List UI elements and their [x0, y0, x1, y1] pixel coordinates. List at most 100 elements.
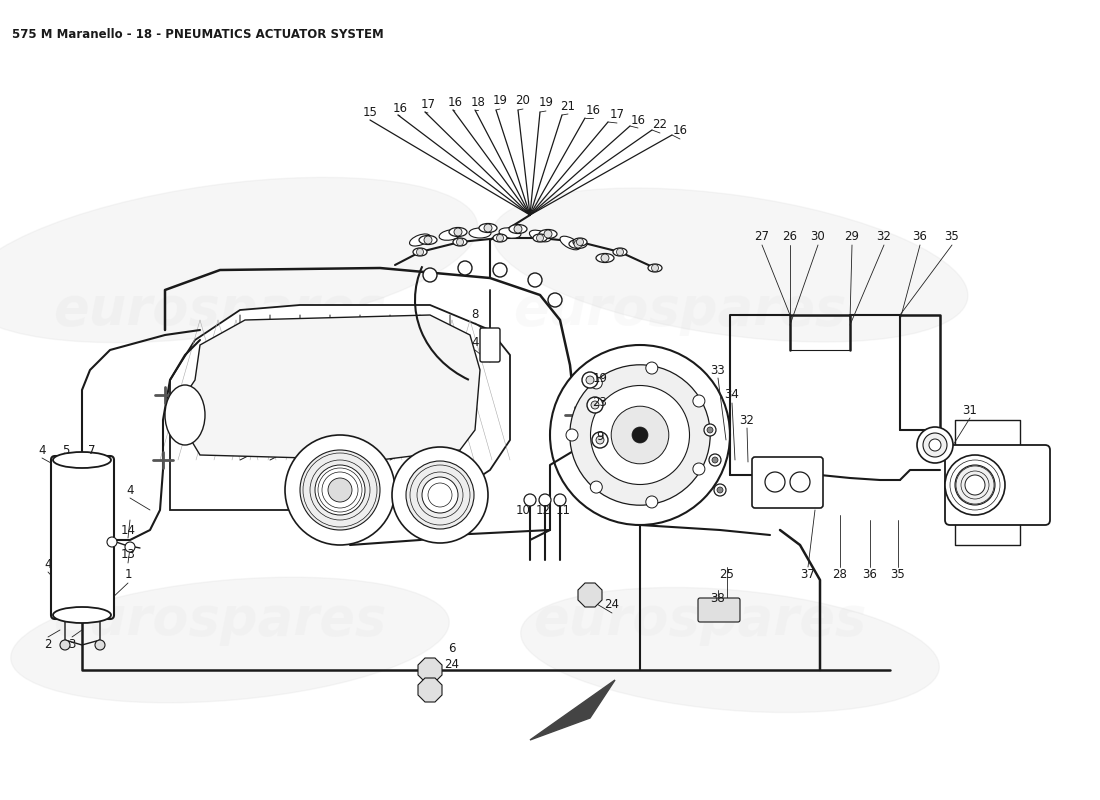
Text: 35: 35	[945, 230, 959, 243]
Circle shape	[424, 236, 432, 244]
Circle shape	[484, 224, 492, 232]
Text: 3: 3	[68, 638, 76, 651]
Text: 14: 14	[121, 523, 135, 537]
Text: 7: 7	[88, 443, 96, 457]
Polygon shape	[530, 680, 615, 740]
Text: 16: 16	[448, 97, 462, 110]
Circle shape	[554, 494, 566, 506]
Ellipse shape	[534, 234, 547, 242]
Ellipse shape	[0, 178, 477, 342]
Circle shape	[955, 465, 996, 505]
Ellipse shape	[478, 223, 497, 233]
Text: 24: 24	[605, 598, 619, 611]
Circle shape	[454, 228, 462, 236]
Ellipse shape	[53, 607, 111, 623]
Ellipse shape	[648, 264, 662, 272]
Circle shape	[693, 463, 705, 475]
Text: 20: 20	[516, 94, 530, 107]
Text: 26: 26	[782, 230, 797, 243]
Circle shape	[601, 254, 609, 262]
Polygon shape	[418, 678, 442, 702]
Text: 24: 24	[444, 658, 460, 671]
Ellipse shape	[165, 385, 205, 445]
Circle shape	[616, 249, 624, 255]
Circle shape	[406, 461, 474, 529]
Text: 9: 9	[596, 430, 604, 442]
Circle shape	[714, 484, 726, 496]
Text: eurospares: eurospares	[53, 594, 387, 646]
Text: 29: 29	[845, 230, 859, 243]
Text: 31: 31	[962, 403, 978, 417]
Circle shape	[493, 263, 507, 277]
Circle shape	[591, 377, 603, 389]
Circle shape	[285, 435, 395, 545]
Ellipse shape	[499, 228, 521, 238]
Circle shape	[424, 268, 437, 282]
Circle shape	[125, 542, 135, 552]
Circle shape	[300, 450, 379, 530]
Ellipse shape	[569, 239, 587, 249]
Text: 37: 37	[801, 569, 815, 582]
Circle shape	[917, 427, 953, 463]
Circle shape	[528, 273, 542, 287]
Text: 32: 32	[739, 414, 755, 426]
Ellipse shape	[53, 452, 111, 468]
Ellipse shape	[449, 227, 468, 237]
Text: 6: 6	[449, 642, 455, 654]
Text: 4: 4	[39, 443, 46, 457]
Ellipse shape	[409, 234, 430, 246]
Text: 38: 38	[711, 591, 725, 605]
Circle shape	[646, 496, 658, 508]
FancyBboxPatch shape	[945, 445, 1050, 525]
Text: 12: 12	[536, 503, 550, 517]
Ellipse shape	[419, 235, 437, 245]
Circle shape	[456, 238, 463, 246]
Ellipse shape	[573, 238, 587, 246]
Text: 22: 22	[652, 118, 668, 131]
Circle shape	[945, 455, 1005, 515]
Circle shape	[712, 457, 718, 463]
Ellipse shape	[469, 228, 491, 238]
Text: 16: 16	[672, 125, 688, 138]
Polygon shape	[418, 658, 442, 682]
Text: 34: 34	[725, 389, 739, 402]
Ellipse shape	[539, 230, 557, 238]
FancyBboxPatch shape	[51, 456, 114, 619]
Text: 17: 17	[609, 109, 625, 122]
Text: 8: 8	[471, 309, 478, 322]
Text: 575 M Maranello - 18 - PNEUMATICS ACTUATOR SYSTEM: 575 M Maranello - 18 - PNEUMATICS ACTUAT…	[12, 28, 384, 41]
Circle shape	[591, 481, 603, 493]
Text: 25: 25	[719, 569, 735, 582]
Circle shape	[566, 429, 578, 441]
Text: 16: 16	[630, 114, 646, 126]
Circle shape	[524, 494, 536, 506]
Circle shape	[587, 397, 603, 413]
Polygon shape	[185, 315, 480, 460]
Circle shape	[632, 427, 648, 443]
Ellipse shape	[613, 248, 627, 256]
Text: 23: 23	[593, 395, 607, 409]
Circle shape	[60, 640, 70, 650]
Ellipse shape	[492, 188, 968, 342]
Ellipse shape	[453, 238, 468, 246]
Circle shape	[417, 249, 424, 255]
Circle shape	[544, 230, 552, 238]
Circle shape	[704, 424, 716, 436]
Circle shape	[107, 537, 117, 547]
Ellipse shape	[509, 225, 527, 234]
FancyBboxPatch shape	[480, 328, 501, 362]
Text: 17: 17	[420, 98, 436, 111]
Ellipse shape	[560, 236, 580, 250]
Text: 16: 16	[585, 103, 601, 117]
Text: 19: 19	[593, 371, 607, 385]
Text: 36: 36	[913, 230, 927, 243]
Text: 5: 5	[63, 443, 69, 457]
Circle shape	[537, 234, 543, 242]
Circle shape	[612, 406, 669, 464]
Text: 2: 2	[44, 638, 52, 651]
Circle shape	[717, 487, 723, 493]
Text: 13: 13	[121, 549, 135, 562]
Circle shape	[790, 472, 810, 492]
Text: 15: 15	[363, 106, 377, 118]
Polygon shape	[170, 305, 510, 510]
